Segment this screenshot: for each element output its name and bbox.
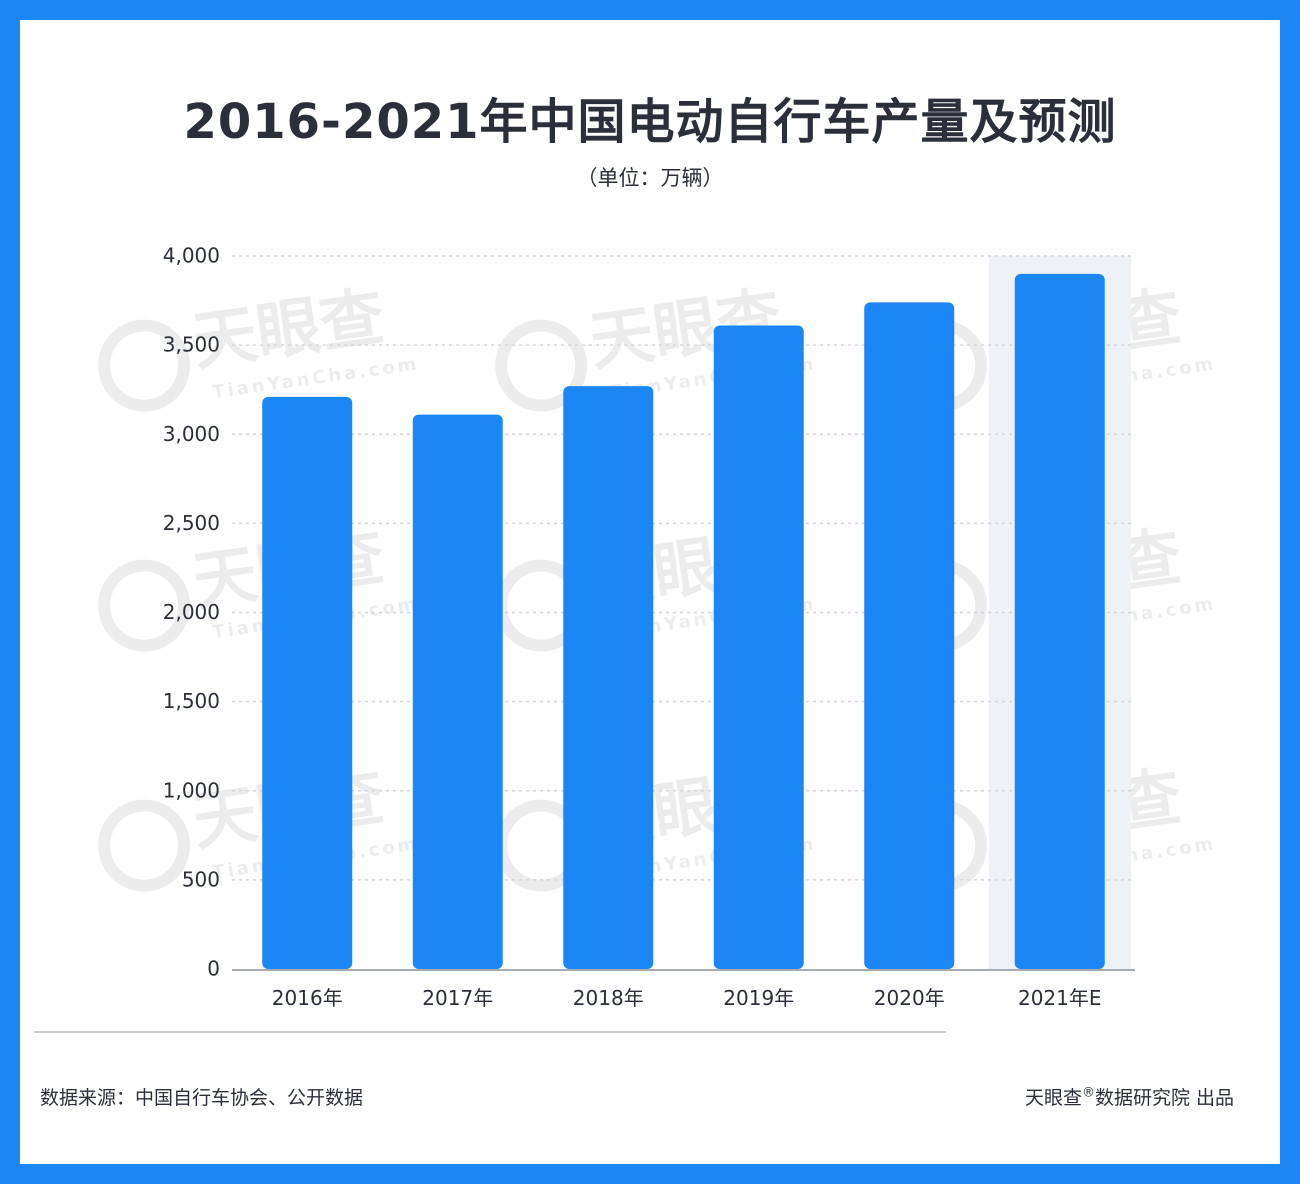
producer-rest: 数据研究院 出品 bbox=[1094, 1087, 1234, 1109]
x-tick-label: 2019年 bbox=[723, 986, 794, 1010]
y-tick-label: 3,000 bbox=[163, 422, 220, 446]
watermark-logo-icon bbox=[495, 319, 588, 412]
bars bbox=[262, 273, 1105, 970]
producer-brand: 天眼查 bbox=[1024, 1087, 1082, 1109]
y-tick-label: 1,500 bbox=[163, 689, 220, 713]
y-tick-label: 500 bbox=[182, 867, 220, 891]
x-tick-label: 2017年 bbox=[422, 986, 493, 1010]
y-tick-label: 2,000 bbox=[163, 600, 220, 624]
registered-mark: ® bbox=[1081, 1085, 1095, 1101]
bar bbox=[412, 414, 503, 970]
y-tick-label: 2,500 bbox=[163, 511, 220, 535]
watermark-logo-icon bbox=[98, 799, 191, 892]
watermark-logo-icon bbox=[98, 559, 191, 652]
y-tick-labels: 0 500 1,000 1,500 2,000 2,500 3,000 3,500 4,000 bbox=[163, 244, 220, 981]
bar bbox=[713, 325, 804, 970]
bar bbox=[1014, 273, 1105, 969]
x-tick-labels: 2016年 2017年 2018年 2019年 2020年 2021年E bbox=[272, 986, 1102, 1010]
chart-subtitle: （单位：万辆） bbox=[576, 166, 724, 190]
x-tick-label: 2018年 bbox=[573, 986, 644, 1010]
y-tick-label: 4,000 bbox=[163, 244, 220, 268]
watermark-logo-icon bbox=[98, 319, 191, 412]
y-tick-label: 1,000 bbox=[163, 778, 220, 802]
x-tick-label: 2020年 bbox=[874, 986, 945, 1010]
bar bbox=[864, 302, 955, 970]
x-tick-label: 2021年E bbox=[1018, 986, 1102, 1010]
bar bbox=[262, 396, 353, 969]
footer-divider bbox=[34, 1031, 946, 1033]
chart-title: 2016-2021年中国电动自行车产量及预测 bbox=[183, 94, 1117, 150]
data-source: 数据来源：中国自行车协会、公开数据 bbox=[40, 1087, 364, 1109]
x-tick-label: 2016年 bbox=[272, 986, 343, 1010]
bar bbox=[563, 386, 654, 969]
y-tick-label: 0 bbox=[207, 957, 220, 981]
producer-credit: 天眼查®数据研究院 出品 bbox=[1025, 1083, 1234, 1110]
y-tick-label: 3,500 bbox=[163, 333, 220, 357]
